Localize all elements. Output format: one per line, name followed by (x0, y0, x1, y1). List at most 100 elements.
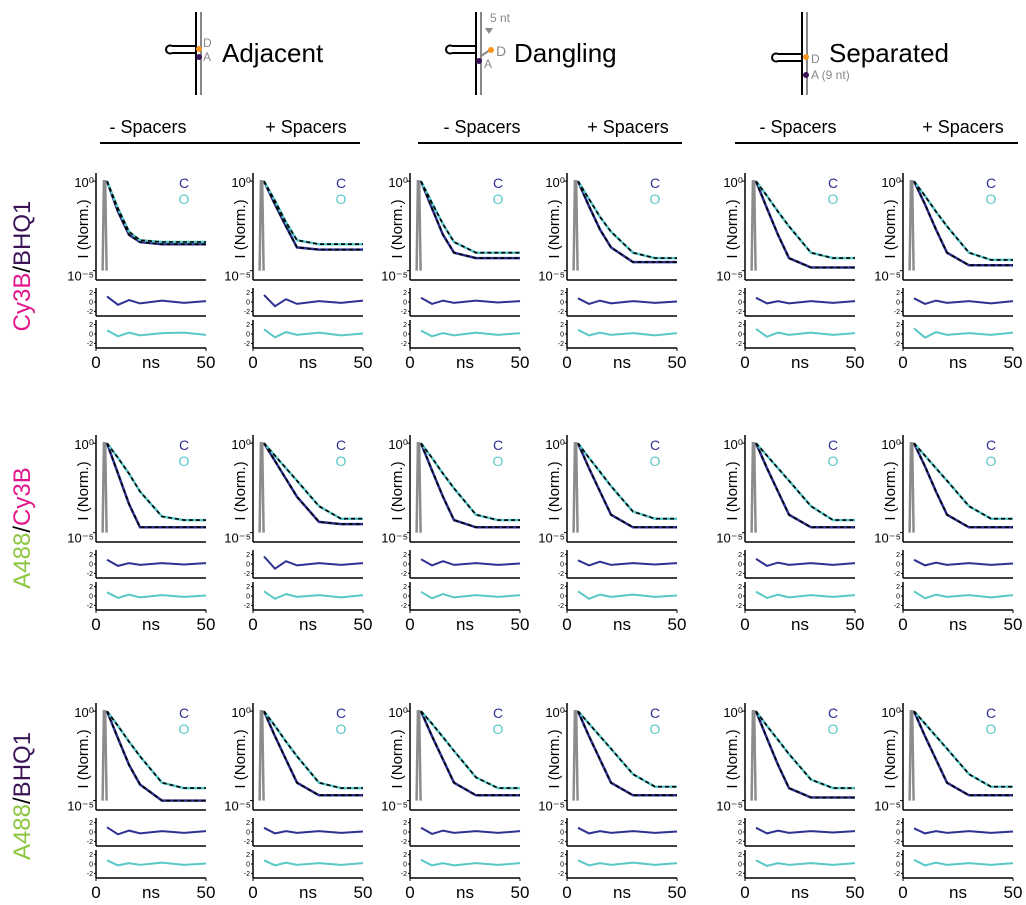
residual-tick-label: -2 (558, 603, 564, 610)
legend-entry: O (493, 191, 504, 207)
y-axis-label: I (Norm.) (389, 199, 406, 258)
x-tick-label: 50 (846, 883, 865, 900)
residual-line (577, 559, 678, 567)
residual-tick-label: 0 (738, 862, 742, 869)
y-tick-label: 10⁰ (388, 437, 408, 452)
residual-tick-label: -2 (736, 839, 742, 846)
x-axis-label: ns (949, 353, 967, 372)
spacer-label: - Spacers (759, 117, 836, 137)
y-axis-label: I (Norm.) (546, 461, 563, 520)
residual-line (913, 590, 1014, 600)
fit-line (106, 710, 206, 802)
irf-line (258, 441, 265, 533)
y-axis-label: I (Norm.) (232, 461, 249, 520)
row-label-part: / (9, 266, 36, 273)
residual-tick-label: 2 (896, 820, 900, 827)
row-label: A488/BHQ1 (9, 732, 36, 860)
decay-line (576, 442, 677, 529)
residual-tick-label: 0 (89, 332, 93, 339)
residual-tick-label: 2 (560, 322, 564, 329)
residual-line (755, 296, 856, 305)
residual-tick-label: 0 (403, 594, 407, 601)
residual-tick-label: 2 (89, 290, 93, 297)
y-axis-label: I (Norm.) (882, 199, 899, 258)
residual-tick-label: 0 (896, 594, 900, 601)
residual-tick-label: 2 (403, 584, 407, 591)
fit-line (755, 180, 855, 269)
x-axis-label: ns (791, 353, 809, 372)
residual-tick-label: 0 (560, 562, 564, 569)
donor-label: D (811, 52, 820, 66)
irf-line (572, 441, 579, 533)
residual-line (755, 826, 856, 835)
legend-entry: O (828, 721, 839, 737)
irf-line (258, 179, 265, 271)
panel: CO 2 0 -2 2 0 -2 10⁰ 10⁻⁵ I (Norm.) 0 50 ns (538, 435, 686, 634)
residual-line (263, 294, 364, 308)
residual-tick-label: -2 (558, 871, 564, 878)
fit-line (420, 180, 520, 254)
irf-line (415, 709, 422, 801)
fit-line (106, 710, 206, 789)
residual-tick-label: 0 (560, 830, 564, 837)
y-tick-label: 10⁻⁵ (538, 531, 565, 546)
decay-line (754, 442, 855, 529)
fit-line (755, 442, 855, 521)
y-axis-label: I (Norm.) (389, 729, 406, 788)
irf-line (572, 179, 579, 271)
residual-tick-label: -2 (736, 603, 742, 610)
residual-tick-label: 0 (246, 562, 250, 569)
residual-tick-label: 2 (896, 584, 900, 591)
legend-entry: O (179, 191, 190, 207)
x-axis-label: ns (949, 615, 967, 634)
fit-line (577, 442, 677, 520)
x-axis-label: ns (613, 615, 631, 634)
x-axis-label: ns (142, 883, 160, 900)
residual-tick-label: -2 (87, 603, 93, 610)
y-axis-label: I (Norm.) (232, 199, 249, 258)
legend-entry: C (179, 437, 189, 453)
panel: CO 2 0 -2 2 0 -2 10⁰ 10⁻⁵ I (Norm.) 0 50 ns (874, 173, 1022, 372)
residual-tick-label: 2 (403, 852, 407, 859)
legend-entry: O (986, 453, 997, 469)
residual-tick-label: 2 (246, 852, 250, 859)
residual-tick-label: 0 (89, 830, 93, 837)
residual-tick-label: -2 (401, 603, 407, 610)
y-tick-label: 10⁰ (881, 437, 901, 452)
panel: CO 2 0 -2 2 0 -2 10⁰ 10⁻⁵ I (Norm.) 0 50 ns (381, 703, 530, 902)
x-tick-label: 50 (197, 353, 216, 372)
fit-line (263, 442, 363, 520)
residual-line (420, 296, 521, 305)
panel: CO 2 0 -2 2 0 -2 10⁰ 10⁻⁵ I (Norm.) 0 50 ns (874, 703, 1022, 902)
icon-adjacent (165, 12, 202, 95)
residual-tick-label: -2 (401, 309, 407, 316)
x-tick-label: 50 (511, 883, 530, 900)
y-axis-label: I (Norm.) (232, 729, 249, 788)
panel: CO 2 0 -2 2 0 -2 10⁰ 10⁻⁵ I (Norm.) 0 50 ns (538, 703, 686, 902)
legend-entry: O (179, 453, 190, 469)
x-tick-label: 50 (511, 615, 530, 634)
residual-line (263, 859, 364, 867)
residual-tick-label: 0 (403, 300, 407, 307)
legend-entry: C (650, 437, 660, 453)
fit-line (577, 710, 677, 788)
residual-tick-label: -2 (87, 571, 93, 578)
residual-tick-label: 2 (738, 820, 742, 827)
fit-line (913, 180, 1013, 261)
residual-tick-label: 2 (560, 290, 564, 297)
residual-line (420, 590, 521, 600)
panel: CO 2 0 -2 2 0 -2 10⁰ 10⁻⁵ I (Norm.) 0 50 ns (381, 173, 529, 372)
y-tick-label: 10⁻⁵ (224, 799, 251, 814)
legend-entry: C (336, 175, 346, 191)
group-title: Adjacent (222, 38, 324, 68)
residual-line (755, 558, 856, 567)
acceptor-label: A (484, 57, 492, 71)
x-axis-label: ns (791, 615, 809, 634)
irf-line (101, 441, 108, 533)
fit-line (106, 442, 206, 521)
y-axis-label: I (Norm.) (546, 729, 563, 788)
y-axis-label: I (Norm.) (882, 729, 899, 788)
decay-line (754, 710, 855, 790)
x-axis-label: ns (613, 353, 631, 372)
